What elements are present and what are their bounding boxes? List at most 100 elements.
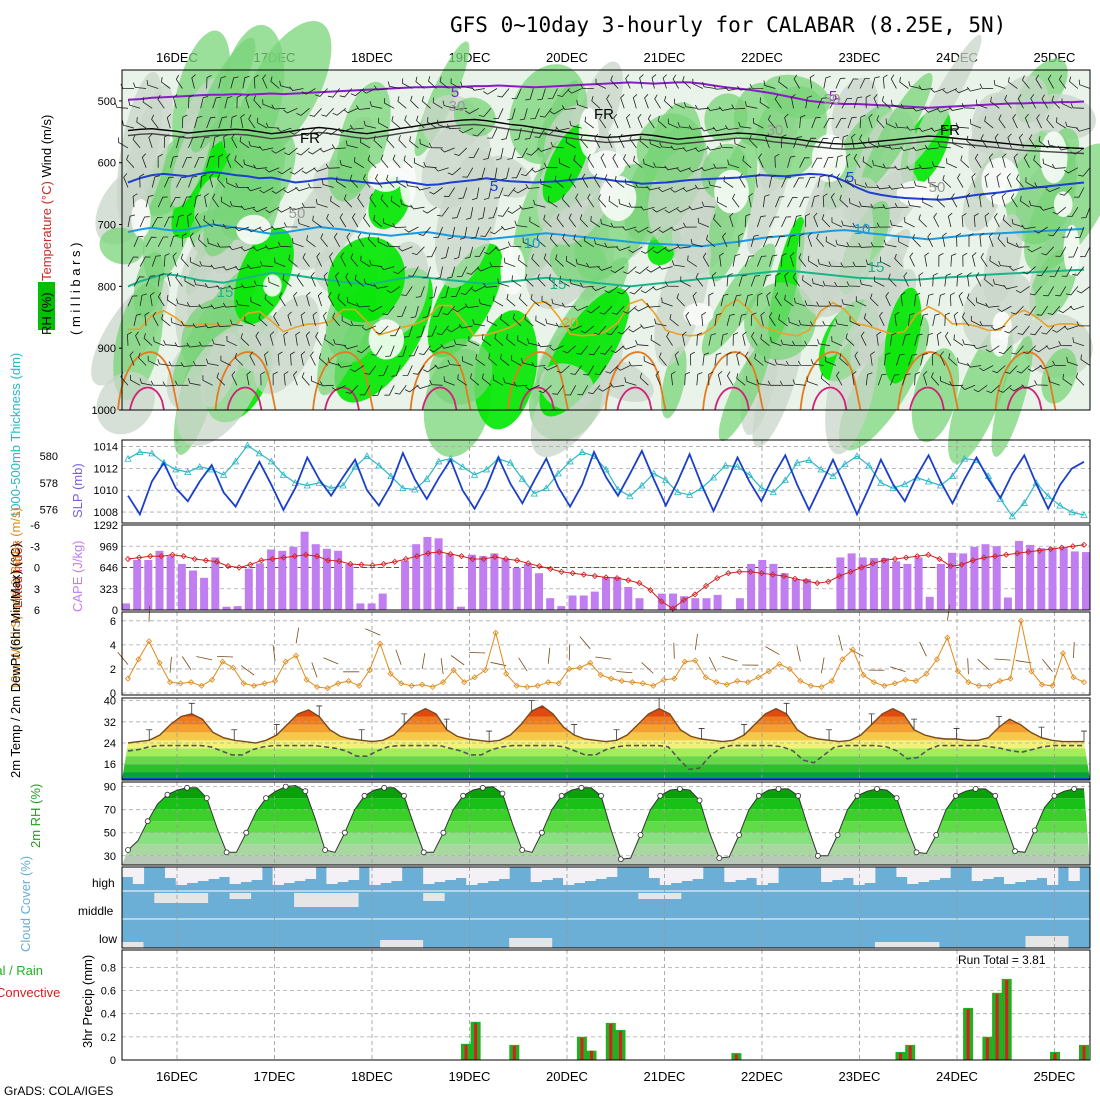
wind-barb <box>386 241 401 248</box>
rh-marker <box>795 792 802 799</box>
wind-barb <box>296 272 304 287</box>
wind-barb <box>1047 305 1061 315</box>
wind-barb <box>974 153 982 168</box>
wind-barb <box>726 371 734 386</box>
wind-barb <box>264 293 274 307</box>
wind-barb <box>407 266 419 277</box>
li-marker <box>647 587 654 594</box>
wind-barb <box>460 286 474 296</box>
wind-barb <box>172 252 177 267</box>
wind-barb <box>437 206 449 217</box>
wind-barb <box>287 311 292 327</box>
wind-barb <box>464 246 474 259</box>
thickness-marker <box>889 484 897 492</box>
wind10m-marker <box>692 657 699 664</box>
bottom-date-label: 17DEC <box>254 1069 296 1084</box>
wind-barb <box>906 165 921 171</box>
wind10m-barb <box>295 627 300 644</box>
rh-blob <box>860 73 933 193</box>
wind-barb <box>649 138 661 149</box>
wind-barb <box>461 356 473 366</box>
temp-minmax-bar <box>486 730 493 742</box>
wind-barb <box>591 286 607 291</box>
wind-barb <box>198 341 213 347</box>
cape-tick-label: 1292 <box>94 520 118 532</box>
rh-dry-patch <box>599 175 637 222</box>
wind-barb <box>830 193 837 208</box>
wind-barb <box>744 213 751 228</box>
wind-barb <box>551 298 564 307</box>
cloud-high-gap <box>122 867 134 877</box>
wind-barb <box>992 365 1006 374</box>
wind-barb <box>343 344 359 350</box>
wind10m-barb <box>694 633 698 650</box>
wind-barb <box>371 345 383 356</box>
wind-barb <box>151 216 163 228</box>
wind-barb <box>326 127 340 136</box>
cape-ylabel: Lifted Index CAPE (J/kg) <box>10 540 85 612</box>
wind-barb <box>823 156 834 168</box>
wind-barb <box>587 385 601 395</box>
contour-label: 5 <box>451 84 459 101</box>
wind-barb <box>758 153 764 168</box>
wind-barb <box>194 212 201 228</box>
wind-barb <box>1042 158 1054 169</box>
wind-barb <box>590 215 601 228</box>
wind-barb <box>531 253 540 267</box>
temp-frame <box>121 697 1091 781</box>
wind-barb <box>881 95 891 109</box>
wind-barb <box>436 325 449 336</box>
wind-barb <box>640 206 655 211</box>
wind-barb <box>640 246 655 254</box>
wind-barb <box>852 261 867 267</box>
wind-barb <box>845 333 855 346</box>
wind10m-barb <box>395 649 402 665</box>
wind-barb <box>1062 226 1073 238</box>
wind-barb <box>332 312 341 327</box>
wind-barb <box>193 279 207 287</box>
wind10m-marker <box>1028 668 1035 675</box>
wind-barb <box>282 274 292 287</box>
wind-barb <box>1018 133 1024 149</box>
wind-barb <box>729 212 734 228</box>
wind-barb <box>404 226 419 233</box>
ylabel-millibars: ( m i l l i b a r s ) <box>68 243 83 335</box>
wind-barb <box>1058 75 1067 89</box>
rh-blob <box>762 74 831 119</box>
wind-barb <box>1012 113 1018 129</box>
wind-barb <box>539 108 552 118</box>
wind-barb <box>1051 163 1066 169</box>
wind-barb <box>576 345 589 355</box>
rh-blob <box>744 282 816 360</box>
wind-barb <box>253 95 262 109</box>
wind10m-marker <box>860 671 867 679</box>
ylabel-convective: Convective <box>0 985 60 1000</box>
cape-bar <box>367 603 376 610</box>
wind-barb <box>400 199 413 208</box>
slp-tick-label: 1012 <box>94 463 118 475</box>
wind-barb <box>1027 246 1042 253</box>
cape-bar <box>914 557 923 610</box>
wind-barb <box>659 142 673 149</box>
thickness-marker <box>399 484 407 492</box>
temp-minmax-bar <box>316 705 323 717</box>
wind-barb <box>736 373 746 386</box>
contour-label: 10 <box>854 221 871 238</box>
wind-barb <box>513 187 528 194</box>
precip-convective-bar <box>464 1044 468 1060</box>
contour-label: 50 <box>289 205 306 222</box>
wind-barb <box>440 286 449 299</box>
temp-band <box>122 772 1090 780</box>
wind-barb <box>363 120 377 129</box>
wind-barb <box>956 273 963 287</box>
wind-barb <box>701 201 715 208</box>
ylabel-cape: CAPE (J/kg) <box>70 540 85 612</box>
rh-marker <box>1031 827 1038 834</box>
wind-barb <box>544 127 558 136</box>
cape-bar <box>735 598 744 610</box>
thickness-marker <box>219 470 228 478</box>
wind-barb <box>385 345 395 357</box>
wind-barb <box>646 266 661 273</box>
wind-barb <box>931 351 937 366</box>
